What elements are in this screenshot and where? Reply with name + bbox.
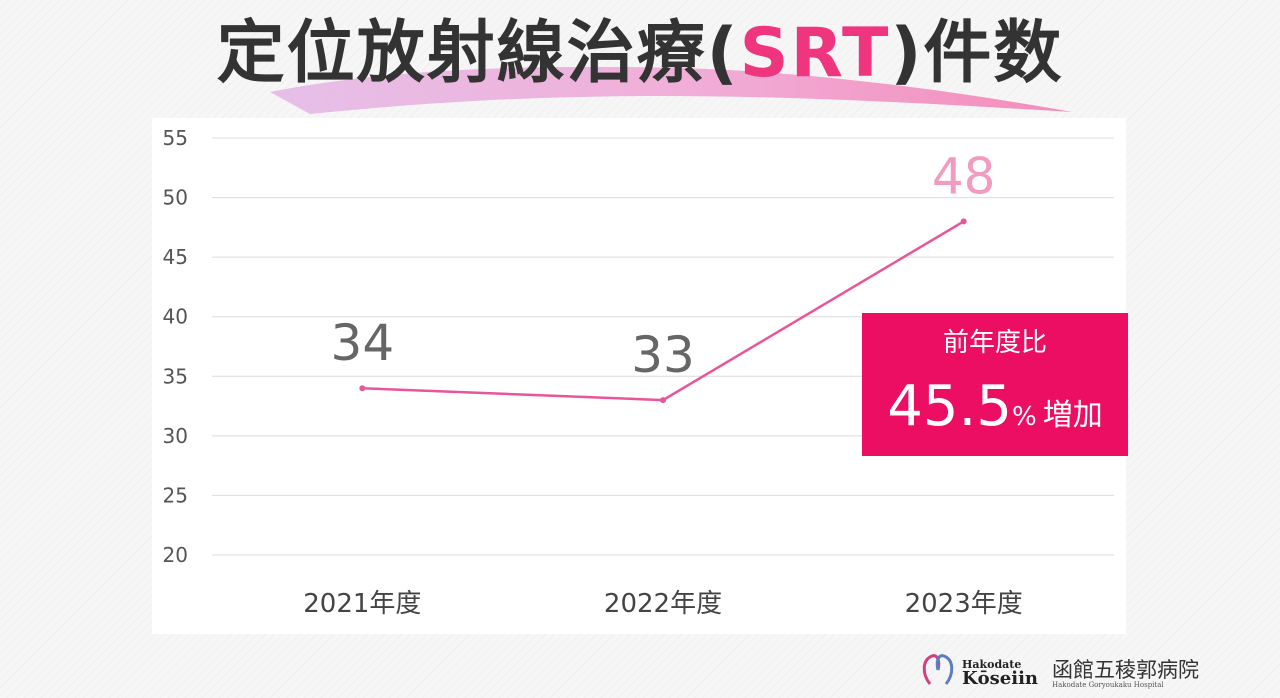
y-tick-label: 45 [163, 245, 188, 269]
page-title: 定位放射線治療(SRT)件数 [216, 14, 1064, 93]
y-tick-label: 20 [163, 543, 188, 567]
data-point [660, 397, 666, 404]
y-tick-label: 35 [163, 364, 188, 388]
y-tick-label: 55 [163, 126, 188, 150]
logo-text-sub: Hakodate Goryoukaku Hospital [1052, 681, 1164, 689]
callout-number: 45.5 [887, 374, 1012, 439]
x-tick-label: 2023年度 [905, 589, 1023, 619]
callout-value: 45.5% 増加 [862, 375, 1128, 452]
y-tick-label: 30 [163, 424, 188, 448]
title-highlight: SRT [739, 14, 891, 93]
hospital-logo-icon [922, 654, 954, 685]
yoy-callout: 前年度比 45.5% 増加 [862, 313, 1128, 456]
data-point [359, 385, 366, 392]
data-label: 33 [631, 326, 695, 384]
y-tick-label: 40 [163, 305, 188, 329]
hospital-logo: Hakodate Kōseiin 函館五稜郭病院 Hakodate Goryou… [916, 648, 1216, 692]
logo-text-en-1: Hakodate [962, 658, 1022, 671]
callout-unit: 増加 [1042, 398, 1103, 433]
x-tick-label: 2022年度 [604, 589, 722, 619]
y-tick-label: 25 [163, 483, 188, 507]
logo-text-jp: 函館五稜郭病院 [1052, 658, 1199, 682]
data-label: 48 [932, 147, 996, 205]
callout-percent: % [1011, 402, 1037, 432]
x-tick-label: 2021年度 [303, 589, 421, 619]
title-swoosh-decoration [270, 66, 1072, 114]
y-tick-label: 50 [163, 186, 188, 210]
callout-label: 前年度比 [942, 328, 1047, 358]
logo-text-en-2: Kōseiin [962, 668, 1038, 689]
data-label: 34 [331, 314, 395, 372]
data-point [960, 218, 967, 225]
